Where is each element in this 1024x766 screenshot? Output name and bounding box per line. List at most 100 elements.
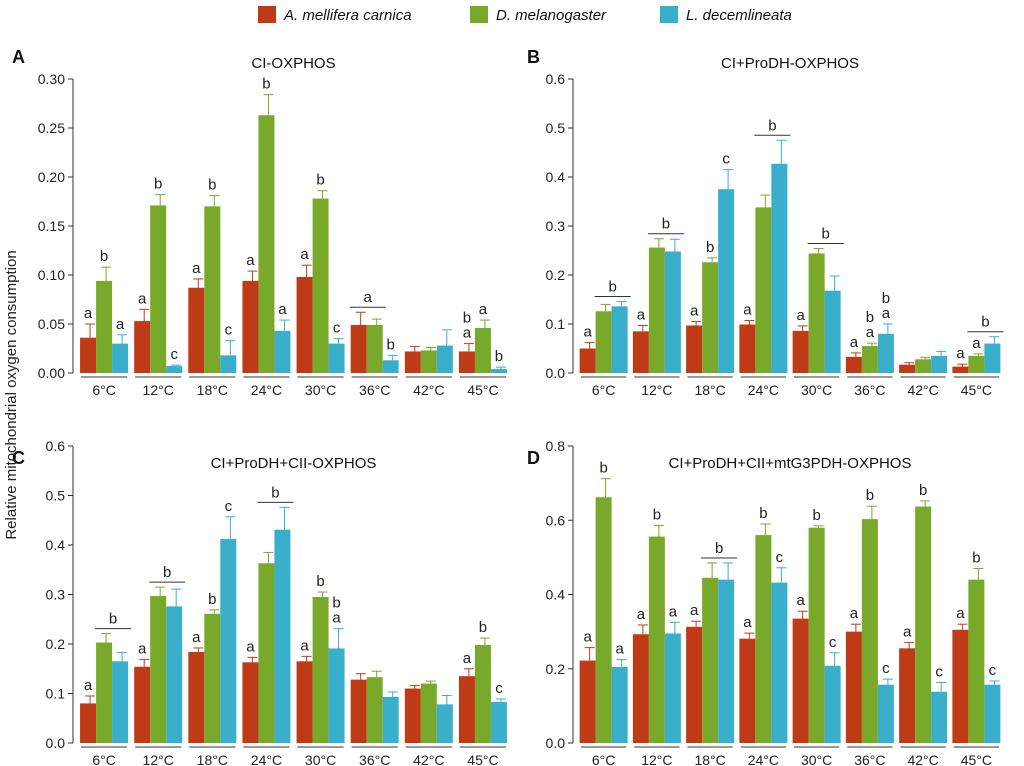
bar: [808, 253, 825, 373]
bar: [877, 684, 894, 743]
significance-letter: a: [138, 640, 147, 657]
bar: [150, 595, 167, 743]
x-tick-label: 24°C: [748, 382, 779, 398]
bar: [648, 247, 665, 373]
bar: [258, 563, 275, 743]
x-tick-label: 36°C: [359, 752, 390, 766]
bar: [792, 618, 809, 743]
bar: [204, 206, 221, 373]
significance-letter: a: [138, 290, 147, 307]
bar: [861, 346, 878, 373]
significance-letter: a: [690, 303, 699, 320]
x-tick-label: 12°C: [143, 752, 174, 766]
bar: [458, 351, 475, 373]
y-tick-label: 0.3: [546, 218, 566, 234]
group-significance-letter: b: [163, 564, 171, 581]
bar: [296, 661, 313, 743]
bar: [755, 207, 772, 373]
legend: A. mellifera carnica D. melanogaster L. …: [258, 6, 792, 24]
bar: [134, 666, 151, 743]
bar: [366, 677, 383, 743]
bar: [420, 683, 437, 743]
significance-letter: a: [463, 325, 472, 342]
y-tick-label: 0.4: [546, 169, 566, 185]
bar: [915, 359, 932, 373]
y-tick-label: 0.2: [546, 267, 566, 283]
significance-letter: a: [278, 301, 287, 318]
bar: [166, 606, 183, 743]
bar: [220, 355, 237, 373]
x-tick-label: 6°C: [92, 752, 116, 766]
bar: [718, 579, 735, 743]
x-tick-label: 6°C: [592, 382, 616, 398]
y-tick-label: 0.30: [38, 71, 65, 87]
bar: [420, 350, 437, 373]
significance-letter: b: [316, 172, 324, 189]
bar: [328, 648, 345, 743]
y-tick-label: 0.0: [46, 735, 66, 751]
x-tick-label: 6°C: [592, 752, 616, 766]
panel-letter: C: [12, 448, 25, 468]
bar: [112, 343, 129, 373]
y-axis-label: Relative mitochondrial oxygen consumptio…: [3, 250, 20, 539]
significance-letter: b: [866, 309, 874, 326]
bar: [984, 684, 1001, 743]
x-tick-label: 45°C: [467, 382, 498, 398]
bar: [436, 345, 453, 373]
significance-letter: b: [479, 619, 487, 636]
x-tick-label: 42°C: [413, 752, 444, 766]
bar: [771, 582, 788, 743]
significance-letter: a: [850, 605, 859, 622]
panel-A: A CI-OXPHOS 0.00 0.05 0.10 0.15 0.20 0.25 0.30 6°…: [12, 47, 507, 398]
panel-letter: A: [12, 47, 25, 67]
bar: [204, 613, 221, 743]
x-tick-label: 36°C: [854, 382, 885, 398]
significance-letter: a: [903, 623, 912, 640]
significance-letter: a: [300, 637, 309, 654]
bar: [458, 676, 475, 743]
y-tick-label: 0.1: [46, 686, 66, 702]
legend-swatch-d-melanogaster: [470, 6, 488, 23]
y-tick-label: 0.25: [38, 120, 65, 136]
significance-letter: b: [812, 507, 820, 524]
y-tick-label: 0.2: [46, 636, 66, 652]
y-tick-label: 0.4: [546, 587, 566, 603]
x-tick-label: 18°C: [197, 382, 228, 398]
bar: [166, 366, 183, 373]
x-tick-label: 12°C: [143, 382, 174, 398]
y-tick-label: 0.1: [546, 316, 566, 332]
legend-swatch-a-mellifera: [258, 6, 276, 23]
x-tick-label: 45°C: [961, 382, 992, 398]
bar: [366, 324, 383, 373]
y-tick-label: 0.0: [546, 365, 566, 381]
bar: [474, 644, 491, 743]
bar: [404, 351, 421, 373]
y-tick-label: 0.0: [546, 735, 566, 751]
bar: [242, 662, 259, 743]
bar: [490, 701, 507, 743]
bar: [242, 280, 259, 373]
bar: [595, 311, 612, 373]
x-tick-label: 42°C: [907, 382, 938, 398]
panels: A CI-OXPHOS 0.00 0.05 0.10 0.15 0.20 0.25 0.30 6°…: [12, 47, 1004, 766]
bar: [824, 290, 841, 373]
bar: [382, 360, 399, 373]
y-tick-label: 0.5: [46, 488, 66, 504]
panel-letter: B: [527, 47, 540, 67]
bar: [845, 631, 862, 743]
bar: [931, 355, 948, 373]
significance-letter: b: [463, 310, 471, 327]
bar: [579, 348, 596, 373]
bar: [220, 539, 237, 743]
significance-letter: c: [829, 634, 837, 651]
bar: [739, 638, 756, 743]
significance-letter: c: [495, 680, 503, 697]
significance-letter: a: [743, 302, 752, 319]
group-significance-letter: b: [715, 540, 723, 557]
bar: [808, 527, 825, 743]
significance-letter: a: [192, 629, 201, 646]
significance-letter: a: [956, 605, 965, 622]
significance-letter: b: [972, 550, 980, 567]
x-tick-label: 24°C: [251, 382, 282, 398]
bar: [474, 327, 491, 373]
